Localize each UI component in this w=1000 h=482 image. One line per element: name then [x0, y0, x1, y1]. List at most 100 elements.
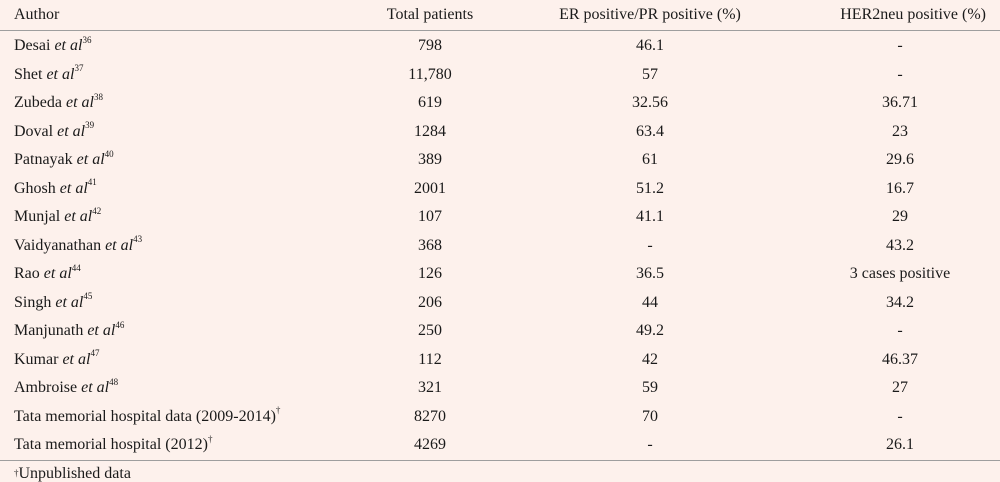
cell-author: Zubeda et al38	[0, 89, 360, 118]
header-author: Author	[0, 0, 360, 31]
cell-er-pr-positive: 61	[642, 151, 658, 169]
reference-superscript: 37	[74, 63, 84, 74]
cell-total-patients: 8270	[414, 407, 446, 425]
author-et-al: et al	[57, 122, 86, 140]
author-name: Ambroise	[14, 379, 78, 397]
cell-total-patients: 206	[418, 293, 442, 311]
cell-total-patients: 2001	[414, 179, 446, 197]
cell-author: Ghosh et al41	[0, 175, 360, 204]
author-name: Tata memorial hospital (2012)	[14, 436, 208, 454]
author-name: Patnayak	[14, 151, 73, 169]
header-total-patients: Total patients	[360, 0, 500, 31]
author-name: Ghosh	[14, 179, 56, 197]
cell-er-pr-positive: 57	[642, 65, 658, 83]
data-table: Author Total patients ER positive/PR pos…	[0, 0, 1000, 461]
cell-er-pr-positive: 51.2	[636, 179, 664, 197]
reference-superscript: 45	[83, 291, 93, 302]
author-name: Vaidyanathan	[14, 236, 102, 254]
cell-her2neu-positive: 16.7	[886, 179, 914, 197]
cell-er-pr-positive: 63.4	[636, 122, 664, 140]
table-row: Tata memorial hospital data (2009-2014)†…	[0, 403, 1000, 432]
author-et-al: et al	[105, 236, 134, 254]
table-row: Rao et al44 126 36.5 3 cases positive	[0, 260, 1000, 289]
cell-er-pr-positive: 46.1	[636, 37, 664, 55]
author-name: Tata memorial hospital data (2009-2014)	[14, 407, 276, 425]
author-et-al: et al	[76, 151, 105, 169]
author-name: Manjunath	[14, 322, 84, 340]
cell-author: Ambroise et al48	[0, 374, 360, 403]
table-row: Shet et al37 11,780 57 -	[0, 61, 1000, 90]
reference-superscript: †	[275, 405, 281, 416]
reference-superscript: 47	[90, 348, 100, 359]
cell-her2neu-positive: 29.6	[886, 151, 914, 169]
cell-her2neu-positive: 3 cases positive	[849, 265, 951, 283]
cell-er-pr-positive: 36.5	[636, 265, 664, 283]
cell-er-pr-positive: 70	[642, 407, 658, 425]
reference-superscript: 48	[109, 376, 119, 387]
cell-total-patients: 11,780	[408, 65, 452, 83]
author-et-al: et al	[43, 265, 72, 283]
cell-her2neu-positive: -	[897, 37, 903, 55]
cell-her2neu-positive: 27	[892, 379, 908, 397]
author-name: Doval	[14, 122, 54, 140]
reference-superscript: 40	[104, 148, 114, 159]
cell-author: Desai et al36	[0, 31, 360, 61]
footnote-text: Unpublished data	[18, 465, 131, 482]
table-row: Tata memorial hospital (2012)† 4269-26.1	[0, 431, 1000, 461]
author-et-al: et al	[81, 379, 110, 397]
table-body: Desai et al36 798 46.1- Shet et al37 11,780 5…	[0, 31, 1000, 461]
table-row: Vaidyanathan et al43 368 - 43.2	[0, 232, 1000, 261]
cell-er-pr-positive: 42	[642, 350, 658, 368]
author-et-al: et al	[64, 208, 93, 226]
cell-total-patients: 112	[418, 350, 442, 368]
author-name: Zubeda	[14, 94, 62, 112]
cell-her2neu-positive: 29	[892, 208, 908, 226]
header-her2neu-positive: HER2neu positive (%)	[800, 0, 1000, 31]
header-row: Author Total patients ER positive/PR pos…	[0, 0, 1000, 31]
author-name: Desai	[14, 37, 51, 55]
table-row: Ambroise et al48 321 59 27	[0, 374, 1000, 403]
reference-superscript: 38	[93, 91, 103, 102]
reference-superscript: 36	[82, 34, 92, 45]
reference-superscript: 43	[133, 234, 143, 245]
author-name: Munjal	[14, 208, 61, 226]
author-et-al: et al	[46, 65, 75, 83]
reference-superscript: 41	[87, 177, 97, 188]
cell-er-pr-positive: -	[500, 431, 800, 461]
author-name: Rao	[14, 265, 40, 283]
cell-author: Shet et al37	[0, 61, 360, 90]
cell-author: Rao et al44	[0, 260, 360, 289]
table-row: Zubeda et al38 619 32.56 36.71	[0, 89, 1000, 118]
reference-superscript: †	[207, 433, 213, 444]
cell-author: Vaidyanathan et al43	[0, 232, 360, 261]
author-et-al: et al	[54, 37, 83, 55]
table-row: Doval et al39 1284 63.4 23	[0, 118, 1000, 147]
cell-author: Munjal et al42	[0, 203, 360, 232]
cell-her2neu-positive: 46.37	[882, 350, 918, 368]
cell-total-patients: 368	[418, 236, 442, 254]
cell-er-pr-positive: -	[647, 236, 653, 254]
cell-total-patients: 389	[418, 151, 442, 169]
cell-total-patients: 619	[418, 94, 442, 112]
author-et-al: et al	[62, 350, 91, 368]
footnote: † Unpublished data	[14, 465, 131, 482]
cell-author: Patnayak et al40	[0, 146, 360, 175]
cell-total-patients: 250	[418, 322, 442, 340]
table-row: Kumar et al47 112 42 46.37	[0, 346, 1000, 375]
author-et-al: et al	[55, 293, 84, 311]
cell-her2neu-positive: 26.1	[800, 431, 1000, 461]
author-et-al: et al	[59, 179, 88, 197]
cell-author: Doval et al39	[0, 118, 360, 147]
cell-total-patients: 107	[418, 208, 442, 226]
author-et-al: et al	[87, 322, 116, 340]
cell-er-pr-positive: 49.2	[636, 322, 664, 340]
cell-author: Tata memorial hospital (2012)†	[0, 431, 360, 461]
cell-er-pr-positive: 44	[642, 293, 658, 311]
table-row: Patnayak et al40 389 61 29.6	[0, 146, 1000, 175]
author-name: Shet	[14, 65, 43, 83]
cell-her2neu-positive: -	[897, 65, 903, 83]
cell-total-patients: 798	[418, 37, 442, 55]
cell-her2neu-positive: -	[897, 407, 903, 425]
cell-her2neu-positive: 23	[892, 122, 908, 140]
table-row: Desai et al36 798 46.1 -	[0, 31, 1000, 61]
